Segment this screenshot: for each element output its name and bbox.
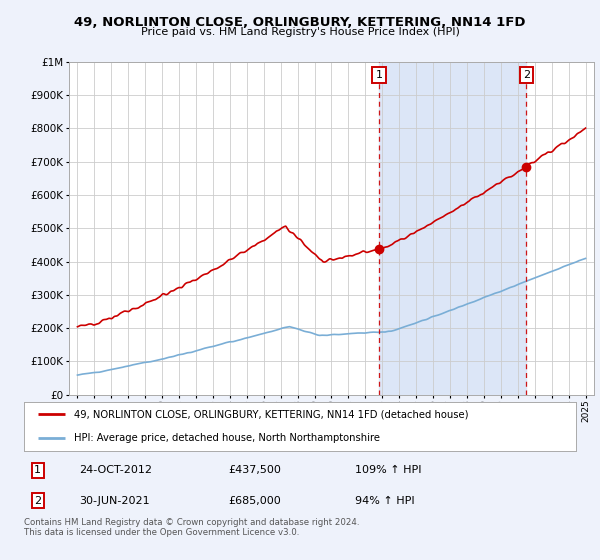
Text: Price paid vs. HM Land Registry's House Price Index (HPI): Price paid vs. HM Land Registry's House … xyxy=(140,27,460,37)
Text: 94% ↑ HPI: 94% ↑ HPI xyxy=(355,496,415,506)
Text: HPI: Average price, detached house, North Northamptonshire: HPI: Average price, detached house, Nort… xyxy=(74,433,380,443)
Text: 2: 2 xyxy=(523,70,530,80)
Text: 49, NORLINTON CLOSE, ORLINGBURY, KETTERING, NN14 1FD: 49, NORLINTON CLOSE, ORLINGBURY, KETTERI… xyxy=(74,16,526,29)
Text: 1: 1 xyxy=(376,70,383,80)
Text: £437,500: £437,500 xyxy=(228,465,281,475)
Text: Contains HM Land Registry data © Crown copyright and database right 2024.
This d: Contains HM Land Registry data © Crown c… xyxy=(24,518,359,538)
Bar xyxy=(379,62,526,395)
Text: 24-OCT-2012: 24-OCT-2012 xyxy=(79,465,152,475)
Text: £685,000: £685,000 xyxy=(228,496,281,506)
Text: 30-JUN-2021: 30-JUN-2021 xyxy=(79,496,150,506)
Text: 109% ↑ HPI: 109% ↑ HPI xyxy=(355,465,422,475)
Text: 2: 2 xyxy=(34,496,41,506)
Text: 1: 1 xyxy=(34,465,41,475)
Text: 49, NORLINTON CLOSE, ORLINGBURY, KETTERING, NN14 1FD (detached house): 49, NORLINTON CLOSE, ORLINGBURY, KETTERI… xyxy=(74,409,468,419)
